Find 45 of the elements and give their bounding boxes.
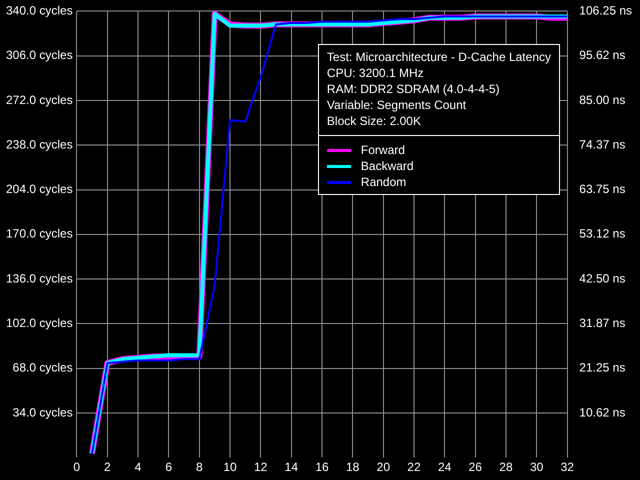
y-tick-label: 238.0 cycles xyxy=(6,137,73,152)
legend-label: Random xyxy=(360,174,406,190)
x-tick-label: 10 xyxy=(223,460,238,474)
x-tick-label: 32 xyxy=(560,460,574,474)
y-tick-label: 136.0 cycles xyxy=(6,271,73,286)
annotation: RAM: DDR2 SDRAM (4.0-4-4-5) xyxy=(326,81,501,97)
y2-tick-label: 63.75 ns xyxy=(579,182,626,196)
x-tick-label: 30 xyxy=(530,460,544,474)
x-tick-label: 20 xyxy=(376,460,390,474)
y-tick-label: 306.0 cycles xyxy=(6,48,73,62)
x-tick-label: 26 xyxy=(468,460,482,474)
y-tick-label: 340.0 cycles xyxy=(6,4,73,18)
x-tick-label: 6 xyxy=(165,460,172,474)
y2-tick-label: 95.62 ns xyxy=(579,48,626,62)
y-tick-label: 102.0 cycles xyxy=(6,316,73,330)
y2-tick-label: 53.12 ns xyxy=(579,226,626,241)
x-tick-label: 12 xyxy=(254,460,268,474)
legend-label: Backward xyxy=(360,158,414,174)
y2-tick-label: 74.37 ns xyxy=(579,137,626,152)
x-tick-label: 14 xyxy=(284,460,298,474)
x-tick-label: 16 xyxy=(315,460,329,474)
x-tick-label: 8 xyxy=(196,460,204,474)
legend-label: Forward xyxy=(360,142,405,158)
x-tick-label: 4 xyxy=(134,460,142,474)
annotation: Variable: Segments Count xyxy=(326,97,468,113)
y2-tick-label: 85.00 ns xyxy=(579,92,626,107)
y2-tick-label: 10.62 ns xyxy=(579,405,626,420)
annotation: Block Size: 2.00K xyxy=(326,113,422,129)
annotation: Test: Microarchitecture - D-Cache Latency xyxy=(326,49,551,65)
x-tick-label: 0 xyxy=(73,460,80,474)
y2-tick-label: 21.25 ns xyxy=(579,360,626,375)
annotation: CPU: 3200.1 MHz xyxy=(326,65,425,81)
x-tick-label: 22 xyxy=(407,460,421,474)
x-tick-label: 24 xyxy=(438,460,452,474)
x-tick-label: 18 xyxy=(346,460,360,474)
x-tick-label: 28 xyxy=(499,460,513,474)
x-tick-label: 2 xyxy=(104,460,112,474)
y2-tick-label: 42.50 ns xyxy=(579,271,626,286)
y2-tick-label: 106.25 ns xyxy=(579,4,632,18)
y-tick-label: 34.0 cycles xyxy=(12,405,73,420)
y-tick-label: 272.0 cycles xyxy=(6,92,73,107)
y-tick-label: 204.0 cycles xyxy=(6,182,73,196)
y2-tick-label: 31.87 ns xyxy=(579,316,626,330)
y-tick-label: 68.0 cycles xyxy=(12,360,73,375)
y-tick-label: 170.0 cycles xyxy=(6,226,73,241)
